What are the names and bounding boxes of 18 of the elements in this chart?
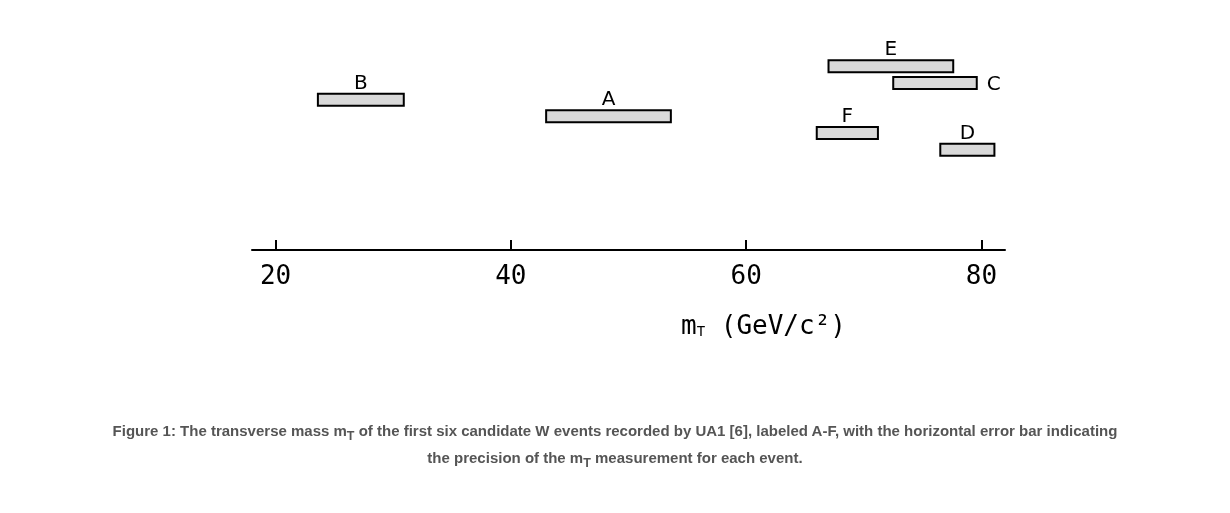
x-tick-label: 40 <box>495 260 527 290</box>
x-tick-label: 80 <box>965 260 998 290</box>
x-tick-label: 60 <box>730 260 762 290</box>
data-label: C <box>986 71 1001 95</box>
data-label: E <box>884 36 898 61</box>
data-label: F <box>841 103 854 127</box>
bar <box>939 142 996 157</box>
bar <box>545 109 672 124</box>
bar <box>815 126 879 140</box>
data-label: D <box>959 119 976 144</box>
x-tick-label: 20 <box>259 260 292 290</box>
bar <box>892 76 978 90</box>
data-label: B <box>353 69 368 94</box>
caption: Figure 1: The transverse mass m$_{T}$ of the first six candidate W events recorded by UA1 [6], labeled A-F, with the horizontal error bar indicating the precision of the m$_{T}$ measurement for each event. <box>111 421 1119 472</box>
bar <box>827 59 955 74</box>
data-label: A <box>601 86 616 111</box>
bar <box>316 92 405 107</box>
x-axis-title: mT (GeV/c²) <box>681 310 846 340</box>
